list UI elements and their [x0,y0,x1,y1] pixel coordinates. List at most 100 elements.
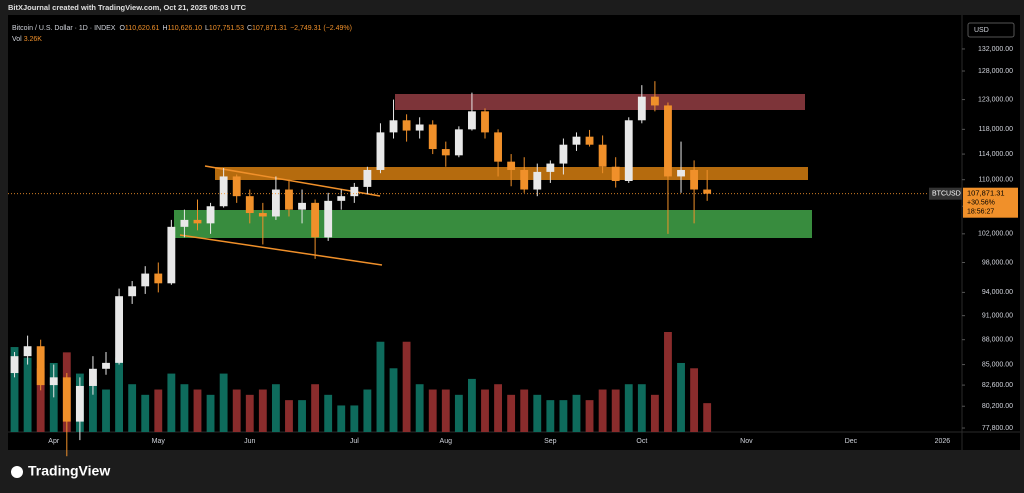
logo-icon [11,466,23,478]
candle-body [389,120,398,133]
volume-bar [468,378,476,432]
candle-body [10,356,19,374]
candle-body [624,120,633,181]
candle-body [167,226,176,284]
volume-bar [494,384,502,432]
candle-body [219,176,228,207]
volume-bar [102,389,110,432]
candle-body [206,206,215,224]
candle-body [520,169,529,190]
y-tick-label: 94,000.00 [982,289,1013,296]
y-tick-label: 118,000.00 [978,126,1013,133]
candle-body [481,111,489,133]
volume-bar [507,394,516,432]
volume-bar [193,389,202,432]
currency-box[interactable] [967,22,1015,38]
volume-bar [402,341,411,432]
candle-body [49,377,58,386]
volume-bar [677,362,685,432]
x-tick-label: Dec [845,438,858,445]
support-zone [174,210,812,238]
volume-bar [167,373,176,432]
volume-bar [350,405,359,432]
candle-body [154,273,163,284]
candle-body [533,171,542,190]
credit: BitXJournal created with TradingView.com… [8,3,247,12]
candle-body [324,200,333,238]
volume-bar [376,341,385,432]
change: −2,749.31 (−2.49%) [290,25,352,32]
candle-body [637,96,646,121]
change-tag: +30.56% [967,200,995,207]
x-tick-label: May [152,438,166,445]
candle-body [62,377,71,422]
volume-bar [311,384,320,432]
volume-bar [650,394,659,432]
volume-bar [206,394,215,432]
candle-body [611,166,620,181]
volume-bar [180,384,189,432]
y-tick-label: 128,000.00 [978,68,1013,75]
x-tick-label: Jun [244,438,255,445]
volume-bar [415,384,424,432]
volume-bar [245,394,254,432]
volume-bar [598,389,607,432]
resistance-zone [395,94,805,110]
volume-bar [128,384,137,432]
volume-bar [624,384,633,432]
ohlc-value: 107,751.53 [209,25,244,32]
y-tick-label: 114,000.00 [978,151,1013,158]
candle-body [494,132,502,162]
y-tick-label: 82,600.00 [982,382,1013,389]
candle-body [23,346,32,357]
volume-bar [49,362,58,432]
candle-body [337,196,346,201]
y-tick-label: 132,000.00 [978,46,1013,53]
x-tick-label: Apr [48,438,60,445]
candle-body [441,149,450,156]
price-axis-background [962,15,1020,450]
symbol-line: Bitcoin / U.S. Dollar · 1D · INDEX O110,6… [12,25,352,32]
y-tick-label: 98,000.00 [982,259,1013,266]
y-tick-label: 77,800.00 [982,425,1013,432]
volume-bar [363,389,372,432]
volume-bar [533,394,542,432]
vol-value: 3.26K [24,36,43,43]
price-box [963,187,1018,218]
trendline [179,234,383,266]
volume-bar [36,368,45,432]
y-tick-label: 80,200.00 [982,403,1013,410]
vol-label: Vol [12,36,22,43]
volume-bar [546,400,555,432]
volume-bar [298,400,306,432]
symbol-box [929,187,962,200]
volume-bar [481,389,489,432]
volume-bar [585,400,594,432]
candle-body [102,362,110,369]
volume-bar [232,389,241,432]
volume-bar [285,400,293,432]
candle-body [507,161,516,170]
volume-bar [611,389,620,432]
price-tag: 107,871.31 [967,189,1005,198]
volume-bar [115,357,124,432]
volume-bar [441,389,450,432]
ohlc-key: H [162,25,167,32]
volume-bar [428,389,437,432]
symbol-tag: BTCUSD [932,191,961,198]
y-tick-label: 85,000.00 [982,361,1013,368]
currency: USD [974,27,989,34]
candle-body [232,176,241,197]
candle-body [245,196,254,214]
volume-bar [690,368,699,432]
x-tick-label: Sep [544,438,557,445]
volume-bar [572,394,581,432]
candle-body [690,169,699,190]
volume-bar [664,332,672,432]
candle-body [75,385,84,422]
x-tick-label: 2026 [935,438,951,445]
y-tick-label: 110,000.00 [978,177,1013,184]
y-tick-label: 91,000.00 [982,312,1013,319]
candle-body [115,296,124,363]
candle-body [546,163,555,172]
